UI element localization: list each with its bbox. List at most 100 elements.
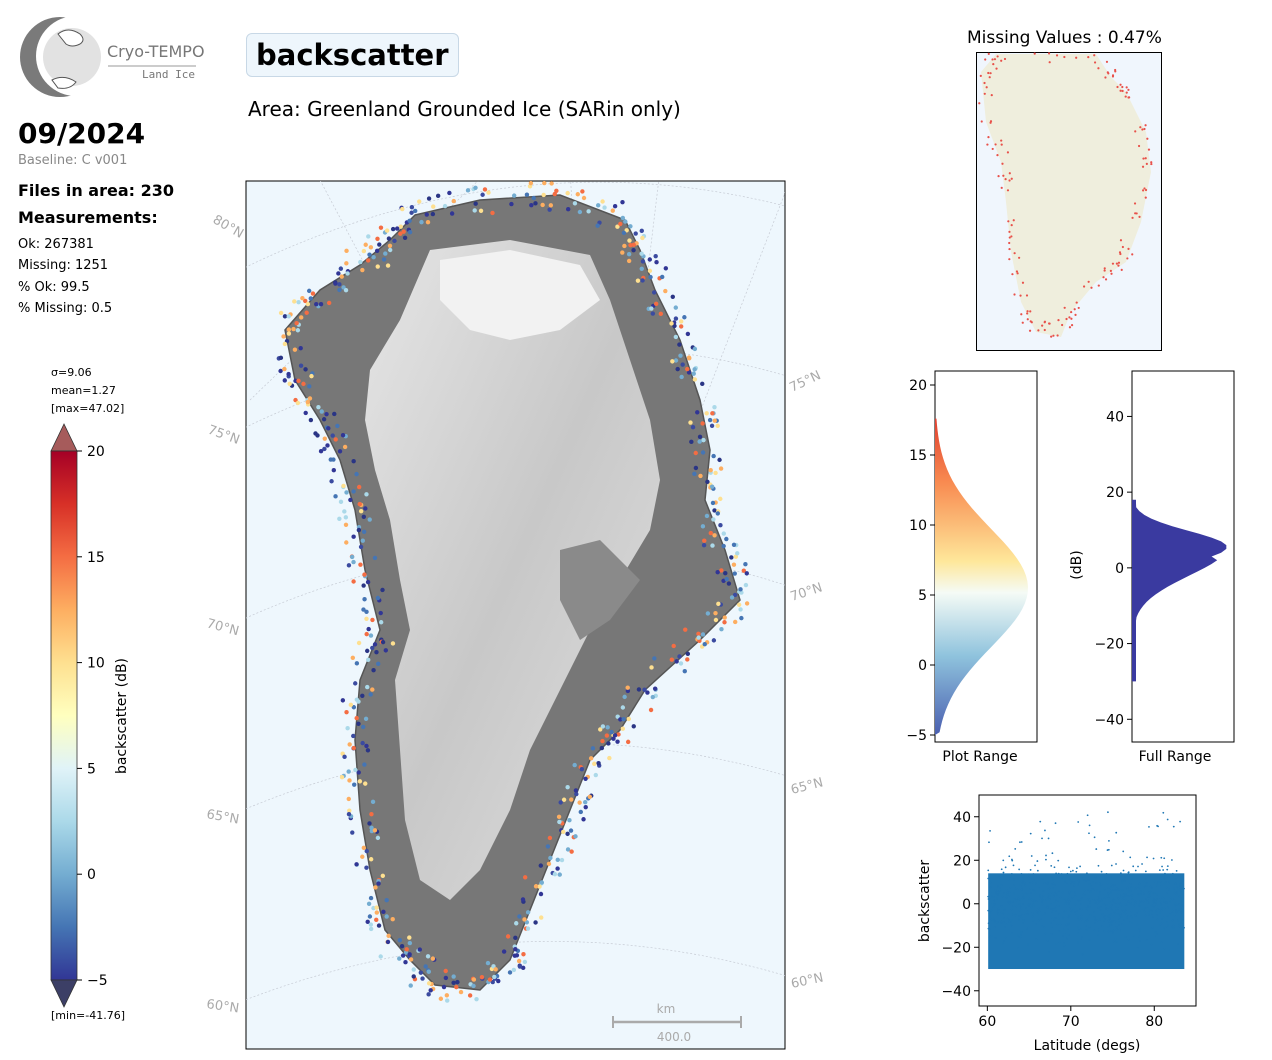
missing-dot [1041, 324, 1044, 327]
map-measure-dot [370, 687, 375, 692]
scatter-point [1153, 906, 1155, 908]
map-measure-dot [533, 920, 538, 925]
scatter-point [1145, 882, 1148, 884]
map-measure-dot [346, 769, 351, 774]
map-measure-dot [353, 767, 358, 773]
scatter-point [1171, 872, 1174, 875]
map-measure-dot [561, 797, 567, 802]
map-measure-dot [347, 808, 352, 813]
scatter-point [997, 912, 999, 915]
missing-dot [1021, 281, 1025, 284]
missing-dot [1019, 294, 1022, 297]
scatter-point [989, 896, 992, 899]
map-measure-dot [620, 250, 625, 255]
map-measure-dot [366, 234, 371, 239]
map-measure-dot [354, 661, 360, 666]
scatter-point [1113, 901, 1116, 904]
scatter-point [1046, 883, 1049, 885]
scatter-point [1155, 904, 1158, 907]
map-measure-dot [592, 761, 597, 766]
scatter-point [1056, 894, 1058, 896]
scatter-point [1094, 877, 1097, 879]
cb-max-triangle [50, 423, 78, 452]
lat-label-70-left: 70°N [205, 616, 241, 639]
map-measure-dot [685, 331, 691, 337]
missing-dot [1135, 212, 1138, 215]
scatter-point [1155, 902, 1157, 904]
map-measure-dot [631, 242, 636, 248]
scatter-point [1004, 908, 1007, 911]
scatter-point [1081, 877, 1084, 879]
scatter-point [1148, 901, 1150, 904]
scatter-point [1141, 863, 1143, 865]
map-measure-dot [628, 224, 633, 229]
scatter-point [1115, 887, 1118, 890]
map-measure-dot [358, 544, 364, 550]
map-measure-dot [409, 205, 415, 210]
scatter-point [997, 921, 999, 923]
scatter-point [1171, 898, 1174, 901]
scatter-point [1173, 891, 1176, 894]
scatter-point [1064, 910, 1067, 912]
scatter-point [1056, 923, 1059, 926]
map-measure-dot [557, 819, 562, 825]
map-measure-dot [294, 321, 299, 326]
map-measure-dot [447, 190, 452, 196]
map-measure-dot [569, 797, 574, 802]
scatter-point [1011, 900, 1014, 903]
scatter-point [1068, 866, 1070, 869]
map-measure-dot [739, 615, 744, 621]
map-measure-dot [371, 668, 376, 673]
map-measure-dot [417, 947, 422, 952]
scatter-point [1119, 912, 1122, 915]
map-measure-dot [652, 656, 657, 661]
scatter-point [1051, 917, 1054, 920]
scatter-point [1078, 919, 1080, 921]
map-measure-dot [417, 199, 422, 204]
scatter-point [1147, 911, 1150, 914]
map-measure-dot [471, 977, 477, 982]
scatter-point [1156, 918, 1159, 921]
scatter-point [1173, 898, 1175, 901]
scatter-point [1027, 926, 1030, 929]
map-measure-dot [345, 725, 350, 731]
missing-dot [1000, 143, 1003, 146]
missing-dot [1147, 148, 1151, 151]
scatter-point [1089, 914, 1092, 916]
scatter-point [1010, 924, 1013, 927]
missing-dot [989, 72, 992, 75]
scatter-point [1064, 900, 1067, 903]
missing-dot [1142, 157, 1145, 160]
scatter-point [1058, 913, 1061, 916]
lat-label-70-right: 70°N [789, 580, 825, 604]
hist1-bars-shape [935, 418, 1028, 735]
scatter-point [1109, 905, 1112, 908]
missing-dot [1025, 294, 1029, 297]
missing-dot [1120, 268, 1123, 271]
scatter-point [1004, 936, 1007, 939]
map-measure-dot [407, 229, 413, 235]
map-measure-dot [344, 248, 349, 254]
scatter-point [1018, 909, 1021, 912]
missing-dot [1102, 276, 1105, 279]
map-measure-dot [356, 527, 362, 533]
map-measure-dot [639, 251, 644, 256]
map-measure-dot [367, 914, 373, 919]
map-measure-dot [635, 278, 641, 283]
scatter-point [1163, 900, 1166, 903]
greenland-map: 80°N 75°N 70°N 65°N 60°N 75°N 70°N 65°N … [205, 180, 825, 1050]
missing-dot [1127, 88, 1130, 91]
map-measure-dot [505, 934, 511, 939]
scatter-point [1116, 902, 1119, 905]
scatter-point [1011, 919, 1013, 921]
map-measure-dot [295, 400, 301, 406]
map-measure-dot [598, 727, 603, 732]
scatter-point [1012, 884, 1015, 886]
map-measure-dot [557, 872, 562, 877]
scatter-point [1088, 906, 1091, 909]
scatter-point [1163, 882, 1166, 885]
map-measure-dot [346, 811, 352, 817]
map-measure-dot [509, 201, 514, 207]
map-measure-dot [367, 252, 372, 257]
scatter-point [1154, 899, 1157, 901]
